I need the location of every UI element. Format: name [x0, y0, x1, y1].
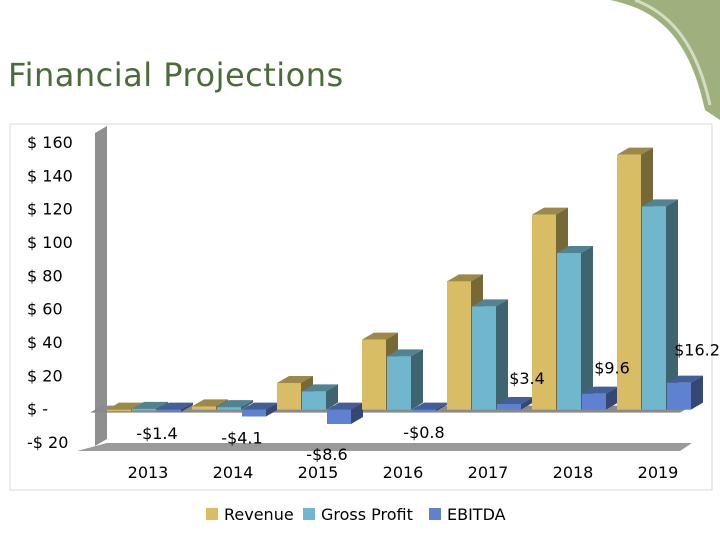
data-label: $3.4	[509, 369, 545, 388]
x-category-label: 2014	[213, 463, 254, 482]
data-labels: -$1.4 -$4.1 -$8.6 -$0.8 $3.4 $9.6 $16.2	[136, 341, 720, 464]
bar-gross-profit-2013	[132, 401, 168, 411]
bar-front	[157, 409, 181, 412]
bar-front	[302, 391, 326, 410]
corner-decoration	[610, 0, 720, 120]
bar-front	[472, 306, 496, 410]
bar-front	[582, 393, 606, 410]
chart-area	[9, 123, 713, 491]
bar-gross-profit-2015	[302, 384, 338, 410]
y-tick-label: $ 160	[27, 133, 73, 152]
legend-item-gross-profit: Gross Profit	[303, 505, 413, 524]
bar-front	[617, 154, 641, 410]
bar-side	[326, 384, 338, 410]
bar-side	[181, 402, 193, 412]
bar-side	[351, 402, 363, 424]
legend-label: Revenue	[224, 505, 294, 524]
bar-front	[132, 408, 156, 411]
bar-front	[497, 404, 521, 410]
y-tick-label: $ 120	[27, 200, 73, 219]
y-tick-label: $ 100	[27, 233, 73, 252]
bar-side	[156, 401, 168, 411]
x-category-label: 2019	[638, 463, 679, 482]
bar-ebitda-2013	[157, 402, 193, 412]
side-wall	[95, 126, 107, 446]
bar-ebitda-2018	[582, 386, 618, 410]
bar-side	[436, 402, 448, 412]
bar-side	[666, 199, 678, 410]
x-category-label: 2015	[298, 463, 339, 482]
legend-swatch	[206, 508, 218, 520]
bar-gross-profit-2018	[557, 246, 593, 410]
x-category-label: 2017	[468, 463, 509, 482]
data-label: -$4.1	[221, 429, 262, 448]
bar-ebitda-2019	[667, 375, 703, 410]
bar-front	[192, 406, 216, 410]
bar-gross-profit-2017	[472, 299, 508, 410]
legend-swatch	[429, 508, 441, 520]
bar-side	[606, 386, 618, 410]
x-category-label: 2013	[128, 463, 169, 482]
bar-side	[241, 400, 253, 410]
bar-ebitda-2014	[242, 402, 278, 417]
bar-front	[327, 409, 351, 424]
bar-ebitda-2015	[327, 402, 363, 424]
bar-front	[447, 281, 471, 410]
bar-front	[667, 382, 691, 410]
bar-front	[387, 356, 411, 410]
bar-front	[242, 409, 266, 417]
bar-side	[411, 349, 423, 410]
bar-series	[107, 147, 703, 424]
page-title: Financial Projections	[8, 56, 344, 94]
x-axis-categories: 2013 2014 2015 2016 2017 2018 2019	[128, 463, 679, 482]
x-category-label: 2018	[553, 463, 594, 482]
data-label: -$1.4	[136, 424, 177, 443]
bar-revenue-2015	[277, 376, 313, 410]
y-axis-ticks: $ 160 $ 140 $ 120 $ 100 $ 80 $ 60 $ 40 $ 20 $ - -…	[27, 133, 73, 452]
y-tick-label: $ -	[27, 400, 48, 419]
legend-label: Gross Profit	[321, 505, 413, 524]
floor	[77, 443, 692, 451]
y-tick-label: $ 20	[27, 366, 63, 385]
bar-gross-profit-2019	[642, 199, 678, 410]
bar-front	[362, 339, 386, 410]
bar-side	[266, 402, 278, 417]
data-label: -$0.8	[403, 423, 444, 442]
bar-front	[532, 214, 556, 410]
bar-front	[217, 407, 241, 410]
y-tick-label: $ 60	[27, 300, 63, 319]
y-tick-label: $ 140	[27, 166, 73, 185]
bar-front	[277, 383, 301, 410]
data-label: $9.6	[594, 359, 630, 378]
x-category-label: 2016	[383, 463, 424, 482]
bar-front	[557, 253, 581, 410]
legend: Revenue Gross Profit EBITDA	[206, 505, 506, 524]
bar-front	[642, 206, 666, 410]
bar-front	[412, 409, 436, 412]
bar-ebitda-2017	[497, 397, 533, 410]
bar-gross-profit-2016	[387, 349, 423, 410]
data-label: $16.2	[674, 341, 720, 360]
bar-side	[691, 375, 703, 410]
bar-side	[496, 299, 508, 410]
bar-side	[521, 397, 533, 410]
legend-swatch	[303, 508, 315, 520]
legend-item-revenue: Revenue	[206, 505, 294, 524]
y-tick-label: $ 80	[27, 266, 63, 285]
legend-label: EBITDA	[447, 505, 506, 524]
bar-front	[107, 409, 131, 412]
bar-side	[581, 246, 593, 410]
bar-ebitda-2016	[412, 402, 448, 412]
data-label: -$8.6	[306, 445, 347, 464]
legend-item-ebitda: EBITDA	[429, 505, 506, 524]
bar-gross-profit-2014	[217, 400, 253, 410]
y-tick-label: $ 40	[27, 333, 63, 352]
y-tick-label: -$ 20	[27, 433, 68, 452]
